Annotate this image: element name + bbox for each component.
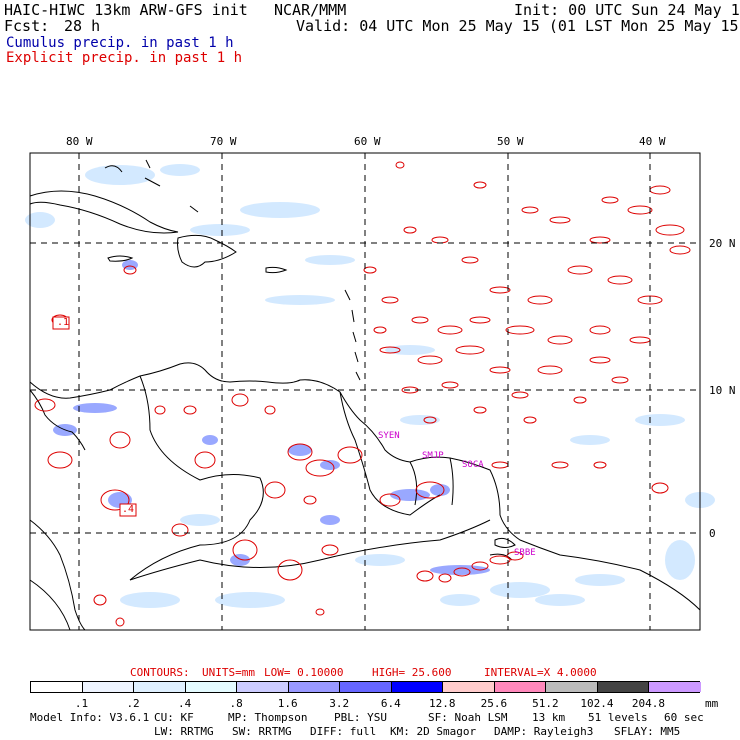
pbl-scheme: PBL: YSU (334, 711, 387, 724)
colorbar-tick-label: 3.2 (329, 697, 350, 710)
contour-value-boxes (52, 316, 137, 517)
init-time: Init: 00 UTC Sun 24 May 15 (514, 1, 740, 19)
colorbar-tick-label: 102.4 (580, 697, 614, 710)
station-label-sbbe: SBBE (514, 548, 536, 558)
colorbar-cell (391, 682, 444, 692)
colorbar-tick-label: .4 (177, 697, 192, 710)
colorbar-tick-label: .8 (229, 697, 243, 710)
lon-label-40w: 40 W (639, 135, 666, 148)
coastlines (29, 159, 701, 631)
field-explicit-label: Explicit precip. in past 1 h (6, 50, 243, 66)
lon-label-60w: 60 W (354, 135, 381, 148)
model-info: Model Info: V3.6.1 (30, 711, 150, 724)
contours-interval: INTERVAL=X 4.0000 (484, 666, 597, 679)
colorbar-cell (31, 682, 83, 692)
lw-scheme: LW: RRTMG (154, 725, 214, 738)
valid-time: Valid: 04 UTC Mon 25 May 15 (01 LST Mon … (296, 17, 740, 35)
contour-label-point-one: .1 (57, 317, 70, 328)
colorbar-cell (443, 682, 495, 692)
colorbar-tick-label: 204.8 (631, 697, 666, 710)
colorbar-cell (494, 682, 547, 692)
colorbar-tick-label: 25.6 (480, 697, 508, 710)
colorbar-cell (237, 682, 289, 692)
contours-units: UNITS=mm (202, 666, 255, 679)
cumulus-precip-areas (25, 164, 715, 608)
forecast-label: Fcst: (4, 17, 50, 35)
sflay-scheme: SFLAY: MM5 (614, 725, 681, 738)
cu-scheme: CU: KF (154, 711, 194, 724)
colorbar-cell (185, 682, 238, 692)
station-label-syen: SYEN (378, 431, 400, 441)
map-frame (29, 152, 701, 631)
contour-label-point-four: .4 (122, 504, 135, 515)
colorbar-tick-label: .2 (126, 697, 140, 710)
contours-low: LOW= 0.10000 (264, 666, 344, 679)
colorbar-cell (82, 682, 135, 692)
lon-label-70w: 70 W (210, 135, 237, 148)
colorbar-tick-label: .1 (74, 697, 89, 710)
heavy-cumulus-areas (53, 260, 490, 575)
colorbar-cell (340, 682, 392, 692)
timestep: 60 sec (664, 711, 704, 724)
field-cumulus-label: Cumulus precip. in past 1 h (6, 35, 234, 51)
mp-scheme: MP: Thompson (228, 711, 308, 724)
contours-heading: CONTOURS: (130, 666, 190, 679)
damp-scheme: DAMP: Rayleigh3 (494, 725, 594, 738)
colorbar-cell (597, 682, 650, 692)
colorbar-tick-label: 12.8 (429, 697, 456, 710)
lat-label-20n: 20 N (709, 237, 736, 250)
lat-label-0: 0 (709, 527, 716, 540)
lon-label-80w: 80 W (66, 135, 93, 148)
diff-scheme: DIFF: full (310, 725, 377, 738)
model-title: HAIC-HIWC 13km ARW-GFS init (4, 1, 248, 19)
lat-label-10n: 10 N (709, 384, 736, 397)
resolution: 13 km (532, 711, 566, 724)
colorbar-tick-label: 1.6 (277, 697, 298, 710)
colorbar-tick-label: 51.2 (532, 697, 559, 710)
colorbar-cell (649, 682, 701, 692)
km-scheme: KM: 2D Smagor (390, 725, 477, 738)
explicit-precip-contours (34, 161, 691, 627)
sw-scheme: SW: RRTMG (232, 725, 292, 738)
colorbar-cell (546, 682, 598, 692)
sf-scheme: SF: Noah LSM (428, 711, 508, 724)
colorbar (30, 681, 701, 693)
org-label: NCAR/MMM (274, 1, 347, 19)
contours-high: HIGH= 25.600 (372, 666, 452, 679)
station-label-smjp: SMJP (422, 451, 444, 461)
station-label-soca: SOCA (462, 460, 484, 470)
forecast-hour: 28 h (64, 17, 101, 35)
lon-label-50w: 50 W (497, 135, 524, 148)
levels: 51 levels (588, 711, 648, 724)
colorbar-tick-label: 6.4 (380, 697, 401, 710)
colorbar-cell (288, 682, 341, 692)
colorbar-unit: mm (705, 697, 719, 710)
lat-lon-grid (30, 153, 700, 630)
colorbar-cell (134, 682, 186, 692)
